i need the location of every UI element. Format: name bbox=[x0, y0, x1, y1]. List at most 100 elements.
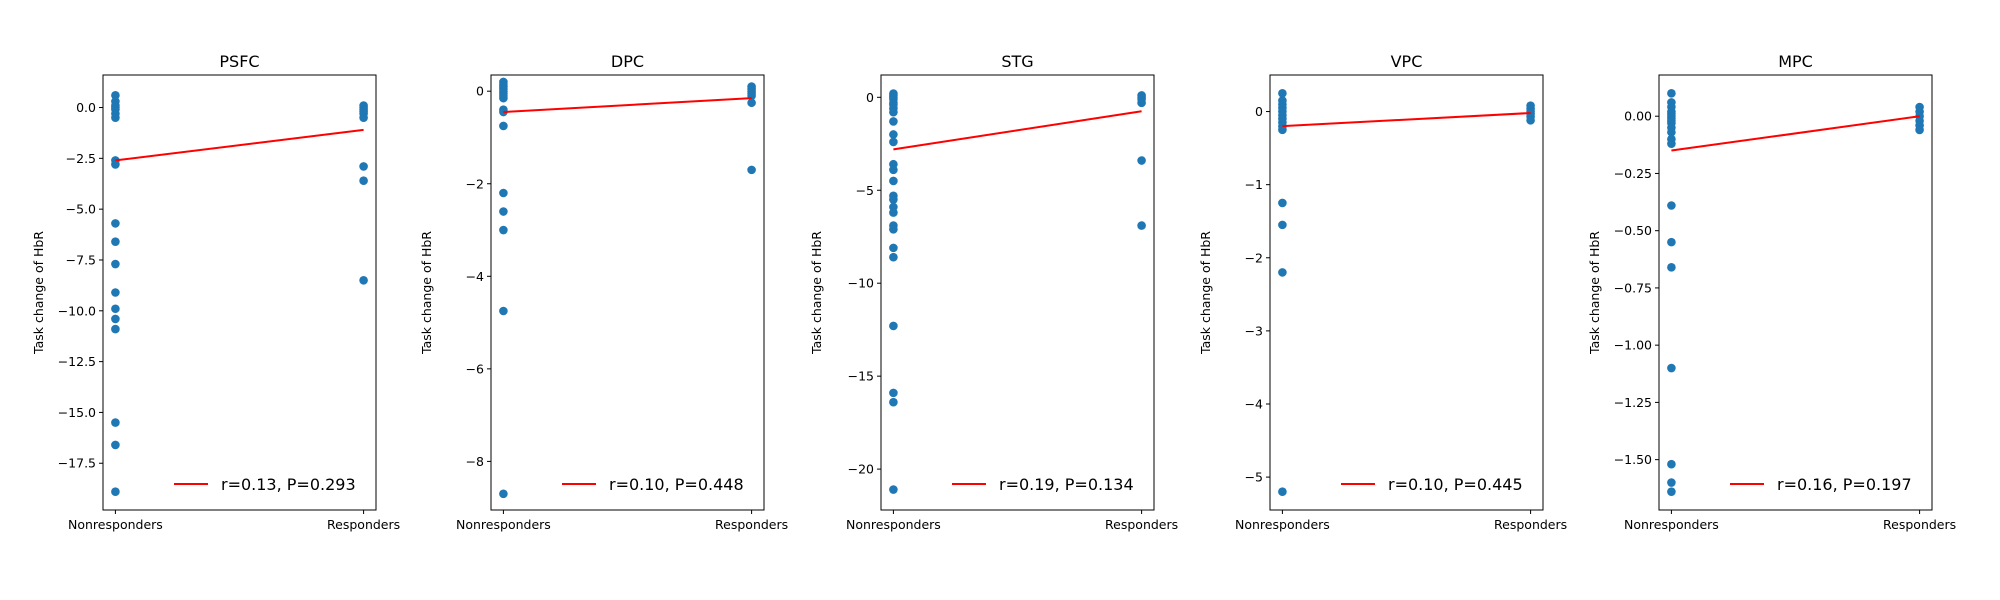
y-tick-label: −0.75 bbox=[1614, 280, 1652, 295]
data-point bbox=[499, 93, 508, 103]
legend-label: r=0.16, P=0.197 bbox=[1777, 475, 1912, 494]
data-point bbox=[359, 176, 368, 186]
y-tick-label: −2 bbox=[1245, 250, 1263, 265]
y-tick-label: −7.5 bbox=[66, 252, 96, 267]
data-point bbox=[1667, 478, 1676, 487]
x-tick-label: Nonresponders bbox=[456, 517, 551, 532]
data-point bbox=[359, 276, 368, 285]
x-tick-label: Responders bbox=[715, 517, 788, 532]
data-point bbox=[111, 288, 120, 297]
data-point bbox=[111, 219, 120, 228]
data-point bbox=[889, 176, 898, 186]
panel-title: DPC bbox=[611, 52, 644, 71]
data-point bbox=[111, 418, 120, 427]
data-point bbox=[889, 321, 898, 331]
y-tick-label: −4 bbox=[1245, 396, 1263, 411]
data-point bbox=[889, 485, 898, 494]
panel-title: VPC bbox=[1391, 52, 1423, 71]
regression-line bbox=[503, 97, 752, 114]
y-tick-label: −2.5 bbox=[66, 151, 96, 166]
axes-frame bbox=[490, 74, 765, 511]
data-point bbox=[1278, 88, 1287, 98]
data-point bbox=[1667, 201, 1676, 210]
data-point bbox=[1526, 116, 1535, 125]
data-point bbox=[1667, 139, 1676, 148]
y-axis-label: Task change of HbR bbox=[31, 231, 46, 355]
legend-label: r=0.13, P=0.293 bbox=[221, 475, 356, 494]
data-point bbox=[1667, 487, 1676, 496]
panel-stg: STG Task change of HbR 0 −5 −10 −15 −20 Nonresp… bbox=[809, 52, 1178, 532]
data-point bbox=[499, 225, 508, 235]
data-point bbox=[1915, 125, 1924, 135]
panel-mpc: MPC Task change of HbR 0.00 −0.25 −0.50 −0.75… bbox=[1587, 52, 1956, 532]
panel-title: PSFC bbox=[219, 52, 259, 71]
data-point bbox=[499, 306, 508, 316]
legend-label: r=0.10, P=0.445 bbox=[1388, 475, 1523, 494]
data-point bbox=[359, 162, 368, 171]
y-tick-label: −5 bbox=[856, 183, 874, 198]
y-axis-label: Task change of HbR bbox=[419, 231, 434, 355]
data-point bbox=[889, 137, 898, 147]
y-tick-label: −1.00 bbox=[1614, 338, 1652, 353]
y-tick-label: −10.0 bbox=[58, 303, 96, 318]
y-tick-label: 0 bbox=[866, 90, 874, 105]
data-point bbox=[889, 130, 898, 139]
data-point bbox=[1278, 125, 1287, 135]
x-tick-label: Nonresponders bbox=[1235, 517, 1330, 532]
x-tick-label: Nonresponders bbox=[846, 517, 941, 532]
data-point bbox=[1137, 156, 1146, 165]
panel-vpc: VPC Task change of HbR 0 −1 −2 −3 −4 −5 Nonrespo… bbox=[1198, 52, 1567, 532]
x-tick-label: Responders bbox=[327, 517, 400, 532]
panel-title: MPC bbox=[1778, 52, 1813, 71]
data-point bbox=[747, 98, 756, 108]
y-tick-label: −1.25 bbox=[1614, 395, 1652, 410]
data-point bbox=[111, 487, 120, 497]
data-point bbox=[1667, 459, 1676, 469]
panel-dpc: DPC Task change of HbR 0 −2 −4 −6 −8 Nonrespond… bbox=[419, 52, 788, 532]
data-point bbox=[111, 91, 120, 100]
data-point bbox=[111, 304, 120, 314]
axes-frame bbox=[1658, 74, 1933, 511]
data-point bbox=[499, 207, 508, 216]
data-point bbox=[111, 440, 120, 450]
y-tick-label: −10 bbox=[848, 276, 874, 291]
data-point bbox=[359, 113, 368, 122]
x-tick-label: Nonresponders bbox=[1624, 517, 1719, 532]
regression-line bbox=[115, 128, 364, 162]
data-point bbox=[1278, 268, 1287, 277]
regression-line bbox=[1671, 115, 1920, 152]
y-axis-label: Task change of HbR bbox=[1587, 231, 1602, 355]
data-point bbox=[1137, 221, 1146, 230]
panel-title: STG bbox=[1001, 52, 1033, 71]
y-tick-label: −6 bbox=[466, 361, 484, 376]
y-tick-label: −5 bbox=[1245, 470, 1263, 485]
data-point bbox=[1667, 237, 1676, 247]
data-point bbox=[499, 188, 508, 198]
data-point bbox=[889, 224, 898, 234]
data-point bbox=[1667, 263, 1676, 272]
x-tick-label: Responders bbox=[1883, 517, 1956, 532]
data-point bbox=[499, 121, 508, 131]
data-point bbox=[111, 160, 120, 169]
data-point bbox=[1667, 89, 1676, 98]
legend-label: r=0.19, P=0.134 bbox=[999, 475, 1134, 494]
axes-frame bbox=[1269, 74, 1544, 511]
data-point bbox=[499, 489, 508, 499]
y-tick-label: −2 bbox=[466, 176, 484, 191]
y-tick-label: −15 bbox=[848, 369, 874, 384]
y-tick-label: −17.5 bbox=[58, 456, 96, 471]
y-tick-label: −1 bbox=[1245, 177, 1263, 192]
data-point bbox=[111, 324, 120, 334]
data-point bbox=[1667, 127, 1676, 137]
legend-label: r=0.10, P=0.448 bbox=[609, 475, 744, 494]
y-tick-label: 0.0 bbox=[76, 100, 96, 115]
axes-frame bbox=[102, 74, 377, 511]
data-point bbox=[1278, 198, 1287, 208]
data-point bbox=[889, 397, 898, 407]
data-point bbox=[111, 237, 120, 246]
y-tick-label: 0 bbox=[476, 84, 484, 99]
y-axis-label: Task change of HbR bbox=[809, 231, 824, 355]
y-tick-label: −12.5 bbox=[58, 354, 96, 369]
x-tick-label: Responders bbox=[1105, 517, 1178, 532]
